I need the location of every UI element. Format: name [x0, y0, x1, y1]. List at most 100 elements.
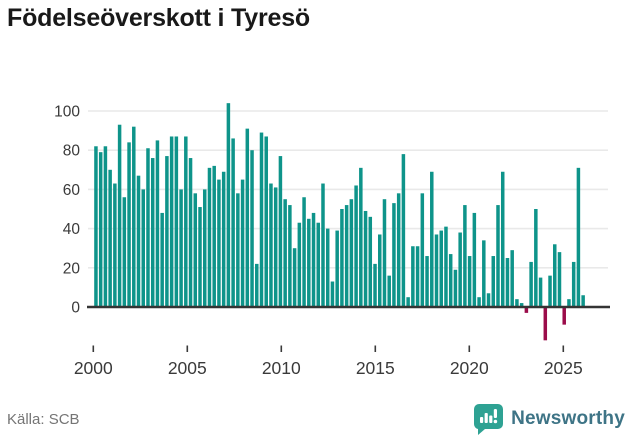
bar [534, 209, 538, 307]
bar [264, 136, 268, 307]
bar [557, 252, 562, 307]
bar [259, 132, 264, 307]
bar [510, 250, 514, 307]
bar [434, 234, 439, 307]
bar [373, 263, 377, 307]
bar [202, 189, 207, 307]
bar [411, 246, 415, 307]
bar [543, 307, 548, 341]
bar [221, 171, 226, 307]
y-tick-label: 40 [63, 221, 81, 238]
bar [335, 230, 339, 307]
bar [496, 205, 500, 307]
bar [363, 210, 368, 307]
bar [392, 203, 396, 307]
bar [179, 189, 183, 307]
bar [283, 199, 287, 307]
bar [505, 258, 510, 307]
bar [378, 234, 382, 307]
bar [515, 299, 519, 307]
source-label: Källa: SCB [7, 411, 80, 428]
bar [581, 295, 585, 307]
bar [571, 261, 576, 307]
newsworthy-icon [474, 404, 504, 435]
newsworthy-logo[interactable]: Newsworthy [473, 402, 625, 435]
bar [321, 183, 325, 307]
bar [160, 212, 164, 307]
y-tick-label: 80 [63, 143, 81, 160]
x-tick-label: 2005 [168, 358, 207, 378]
y-tick-label: 20 [63, 260, 81, 277]
bar [359, 167, 363, 307]
bar [316, 222, 321, 307]
bar [396, 193, 401, 307]
bar [165, 156, 169, 307]
bar [425, 256, 429, 307]
bar [113, 183, 117, 307]
bar [198, 207, 202, 307]
bar [127, 142, 131, 307]
bar [297, 222, 302, 307]
birth-surplus-bar-chart: 0 20 40 60 80 100 2000 2005 2010 2015 2020 2025 [54, 103, 610, 378]
bar [217, 179, 221, 307]
bar [401, 154, 406, 307]
bar [344, 205, 349, 307]
bar [207, 167, 212, 307]
bar [132, 126, 136, 308]
bar [524, 307, 529, 313]
bar [368, 216, 373, 307]
bar [103, 146, 108, 307]
bar [538, 277, 543, 307]
bar [188, 158, 193, 307]
bar [141, 189, 145, 307]
y-tick-label: 0 [71, 300, 80, 317]
bar [226, 103, 231, 307]
bar [458, 232, 462, 307]
bar [117, 124, 122, 307]
bar [467, 256, 472, 307]
bar [463, 205, 467, 307]
bar [288, 205, 292, 307]
bar [444, 226, 448, 307]
bar [500, 171, 505, 307]
bar [548, 275, 552, 307]
bar [122, 197, 127, 307]
bar [193, 193, 198, 307]
bar [453, 269, 458, 307]
newsworthy-wordmark: Newsworthy [511, 407, 625, 429]
bar [292, 248, 297, 307]
bar [236, 193, 240, 307]
bar [302, 197, 306, 307]
bar [477, 297, 481, 307]
bar [553, 244, 557, 307]
bar [354, 185, 358, 307]
bar [98, 152, 103, 307]
bar [311, 212, 316, 307]
bar [325, 228, 330, 307]
bar [349, 199, 354, 307]
bar [567, 299, 571, 307]
bar [387, 275, 391, 307]
bar [519, 303, 524, 307]
bar [529, 261, 533, 307]
x-tick-label: 2010 [262, 358, 301, 378]
x-tick-label: 2020 [450, 358, 489, 378]
bar [174, 136, 179, 307]
bar [155, 140, 160, 307]
bar [415, 246, 420, 307]
bar [231, 138, 235, 307]
bar [278, 156, 283, 307]
bar [430, 171, 434, 307]
bar [439, 230, 443, 307]
bar [273, 187, 278, 307]
y-tick-label: 100 [54, 104, 80, 121]
bar [245, 128, 250, 307]
bar [307, 218, 311, 307]
bar [448, 254, 453, 307]
bar [240, 179, 245, 307]
bar [108, 169, 112, 307]
bar [250, 150, 254, 307]
x-tick-label: 2000 [74, 358, 113, 378]
bar [340, 209, 344, 307]
